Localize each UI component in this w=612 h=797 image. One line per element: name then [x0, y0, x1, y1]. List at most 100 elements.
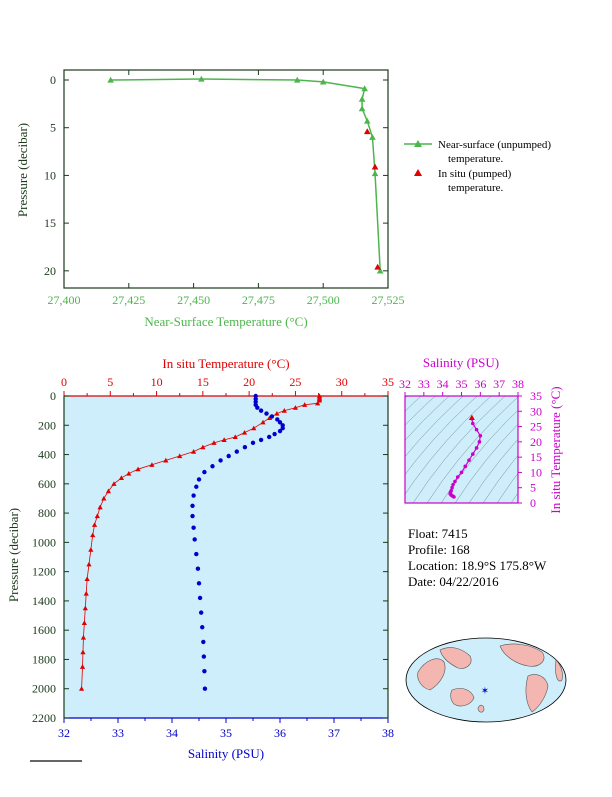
salinity-profile-point: [201, 654, 207, 659]
ts-salinity-label: Salinity (PSU): [423, 355, 499, 370]
salinity-tick-label: 32: [58, 726, 70, 740]
profile-plot-background: [64, 396, 388, 718]
temperature-profile-point: [80, 634, 87, 640]
pressure-axis: 0 200 400 600 800 1000 1200 1400 1600 1800 2000 220…: [32, 389, 388, 725]
salinity-profile-point: [258, 437, 264, 443]
near-surface-temperature-point: [319, 78, 327, 85]
density-contour-line: [454, 423, 518, 503]
ts-temperature-tick-label: 0: [530, 496, 536, 510]
density-contour-line: [510, 492, 518, 503]
temperature-profile-point: [302, 402, 308, 407]
salinity-profile-point: [202, 686, 208, 691]
ts-salinity-tick-label: 37: [493, 377, 505, 391]
near-surface-temperature-chart: 27,400 27,425 27,450 27,475 27,500 27,525 0 5 1…: [15, 69, 405, 329]
temperature-profile-point: [260, 419, 266, 425]
map-land: [417, 643, 563, 713]
salinity-tick-label: 38: [382, 726, 394, 740]
pressure-tick-label: 200: [38, 418, 56, 432]
top-y-tick-label: 20: [44, 264, 56, 278]
in-situ-temperature-point: [374, 263, 381, 270]
temperature-profile-point: [241, 429, 248, 435]
near-surface-temperature-point: [371, 170, 379, 177]
location-map: ✶: [405, 637, 567, 723]
pressure-tick-label: 2000: [32, 682, 56, 696]
ts-salinity-tick-label: 32: [399, 377, 411, 391]
float-info: Float: 7415 Profile: 168 Location: 18.9°…: [408, 526, 547, 589]
legend-green-triangle-icon: [414, 140, 422, 147]
pressure-tick-label: 600: [38, 477, 56, 491]
salinity-profile-point: [242, 445, 248, 450]
salinity-tick-label: 33: [112, 726, 124, 740]
salinity-profile-point: [195, 566, 201, 571]
temperature-profile-point: [163, 457, 169, 463]
density-contour-line: [468, 438, 518, 503]
temperature-profile-point: [251, 425, 257, 431]
temperature-tick-label: 0: [61, 375, 67, 389]
temperature-axis-label: In situ Temperature (°C): [162, 356, 289, 371]
top-x-tick-label: 27,525: [372, 293, 405, 307]
footer-mark: [30, 760, 82, 762]
density-contour-line: [440, 409, 518, 503]
temperature-axis: 0 5 10 15 20 25 30 35: [61, 375, 394, 396]
legend-near-surface-line2: temperature.: [448, 153, 504, 165]
ts-point: [474, 427, 479, 432]
temperature-profile-point: [221, 437, 227, 442]
salinity-profile-point: [264, 411, 269, 416]
salinity-profile-point: [234, 449, 239, 454]
salinity-profile-point: [280, 426, 285, 431]
temperature-profile-point: [90, 532, 96, 538]
ts-plot-background: [405, 396, 518, 503]
salinity-tick-label: 34: [166, 726, 178, 740]
ts-temperature-tick-label: 25: [530, 420, 542, 434]
near-surface-temperature-point: [198, 75, 205, 82]
salinity-profile-point: [197, 595, 203, 601]
location: Location: 18.9°S 175.8°W: [408, 558, 547, 573]
salinity-profile-point: [201, 639, 206, 645]
temperature-profile-point: [105, 488, 112, 494]
salinity-profile-point: [272, 431, 277, 437]
temperature-profile-point: [315, 400, 321, 406]
legend-in-situ-line1: In situ (pumped): [438, 168, 512, 180]
temperature-profile-point: [86, 561, 92, 567]
profile-chart: 0 5 10 15 20 25 30 35 32 33 34 35 36 37 38 0 200 400 600…: [6, 356, 394, 761]
density-contour-line: [405, 396, 478, 475]
temperature-tick-label: 10: [151, 375, 163, 389]
top-y-tick-label: 10: [44, 168, 56, 182]
temperature-profile-point: [88, 547, 94, 552]
temperature-profile-point: [274, 410, 280, 416]
ts-temperature-tick-label: 10: [530, 465, 542, 479]
temperature-profile-point: [111, 481, 117, 486]
near-surface-temperature-point: [376, 267, 384, 274]
temperature-profile-point: [177, 453, 183, 459]
ts-point: [471, 452, 475, 456]
density-contour-line: [482, 455, 518, 503]
pressure-tick-label: 800: [38, 506, 56, 520]
temperature-profile-point: [191, 449, 197, 454]
near-surface-temperature-point: [293, 76, 301, 83]
salinity-profile-point: [194, 551, 199, 557]
salinity-profile-point: [250, 440, 256, 446]
salinity-tick-label: 37: [328, 726, 340, 740]
ts-salinity-tick-label: 35: [456, 377, 468, 391]
near-surface-temperature-point: [107, 76, 114, 83]
pressure-tick-label: 1200: [32, 565, 56, 579]
ts-temperature-tick-label: 15: [530, 450, 542, 464]
salinity-profile-point: [191, 493, 196, 498]
top-y-tick-label: 15: [44, 216, 56, 230]
salinity-profile-point: [258, 408, 264, 413]
salinity-profile-point: [198, 610, 204, 615]
salinity-axis-label: Salinity (PSU): [188, 746, 264, 761]
density-contour-line: [405, 396, 464, 458]
density-contour-line: [496, 472, 518, 503]
salinity-profile-point: [210, 464, 215, 469]
temperature-tick-label: 25: [289, 375, 301, 389]
salinity-profile-point: [255, 405, 260, 410]
pressure-tick-label: 0: [50, 389, 56, 403]
temperature-profile-point: [82, 605, 88, 611]
salinity-profile-point: [275, 417, 280, 422]
salinity-profile-point: [267, 434, 272, 440]
salinity-profile-point: [190, 513, 195, 519]
legend-near-surface-line1: Near-surface (unpumped): [438, 139, 551, 151]
